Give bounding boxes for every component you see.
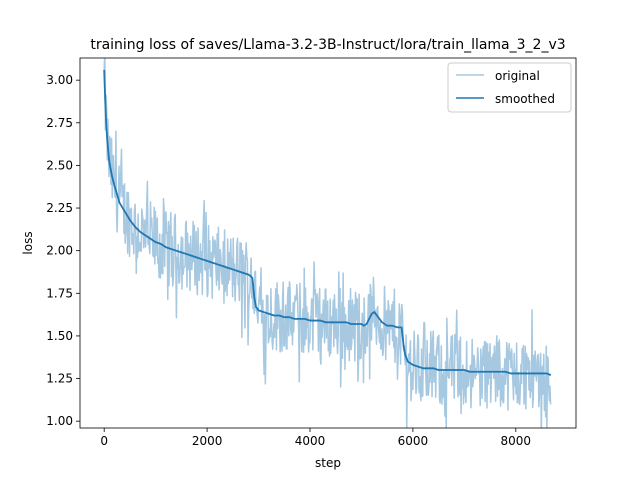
legend-original-label: original <box>495 69 540 83</box>
y-tick-label: 1.75 <box>46 286 73 300</box>
y-axis-ticks: 1.00 1.25 1.50 1.75 2.00 2.25 2.50 2.75 3.00 <box>46 73 80 428</box>
legend-smoothed-label: smoothed <box>495 92 555 106</box>
y-tick-label: 1.00 <box>46 414 73 428</box>
y-tick-label: 3.00 <box>46 73 73 87</box>
x-tick-label: 0 <box>100 434 108 448</box>
series-layer <box>103 58 552 428</box>
y-tick-label: 1.25 <box>46 372 73 386</box>
x-tick-label: 2000 <box>192 434 223 448</box>
y-tick-label: 2.50 <box>46 158 73 172</box>
x-tick-label: 4000 <box>295 434 326 448</box>
chart-title: training loss of saves/Llama-3.2-3B-Inst… <box>90 37 565 53</box>
x-axis-ticks: 0 2000 4000 6000 8000 <box>100 428 531 448</box>
x-tick-label: 8000 <box>501 434 532 448</box>
y-tick-label: 2.75 <box>46 116 73 130</box>
x-tick-label: 6000 <box>398 434 429 448</box>
y-axis-label: loss <box>21 231 35 254</box>
y-tick-label: 1.50 <box>46 329 73 343</box>
x-axis-label: step <box>315 456 341 470</box>
plot-area-frame <box>79 57 577 429</box>
y-tick-label: 2.00 <box>46 244 73 258</box>
legend: original smoothed <box>447 62 572 113</box>
y-tick-label: 2.25 <box>46 201 73 215</box>
series-smoothed-line <box>103 69 552 376</box>
